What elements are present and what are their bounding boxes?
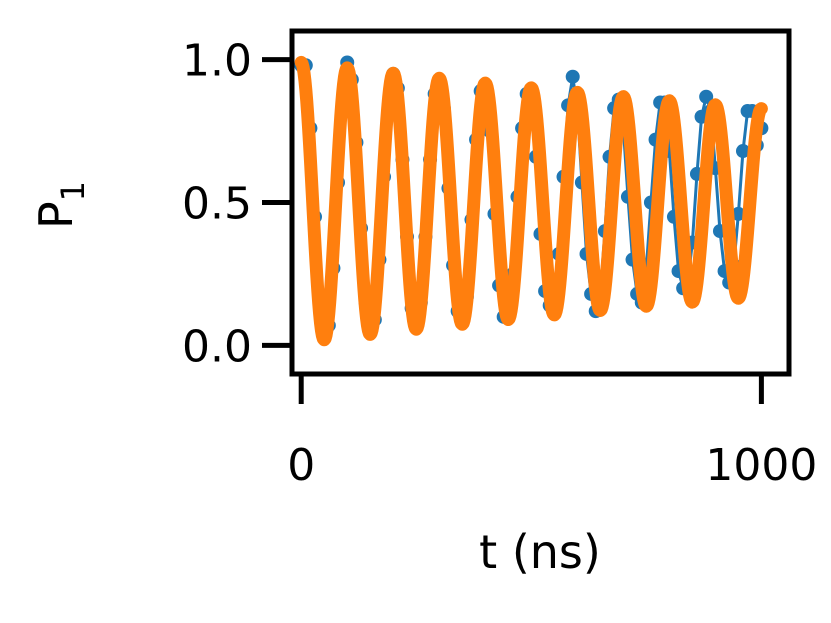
plot-area [294, 55, 769, 347]
y-tick-label: 0.5 [182, 179, 252, 230]
y-tick-label: 1.0 [182, 36, 252, 87]
y-axis-label-main: P [29, 201, 83, 229]
data-point [731, 206, 746, 221]
ticks-layer: 0 1000 0.0 0.5 1.0 [182, 36, 817, 491]
y-axis-label-subscript: 1 [54, 181, 92, 201]
y-tick-label: 0.0 [182, 321, 252, 372]
data-point [735, 144, 750, 159]
x-tick-label: 1000 [705, 440, 817, 491]
fit-curve-line [294, 55, 768, 347]
data-layer [294, 55, 769, 347]
y-axis-label: P1 [29, 181, 92, 229]
x-axis-label: t (ns) [479, 525, 601, 579]
data-point [699, 89, 714, 104]
data-point [565, 69, 580, 84]
x-tick-label: 0 [287, 440, 315, 491]
